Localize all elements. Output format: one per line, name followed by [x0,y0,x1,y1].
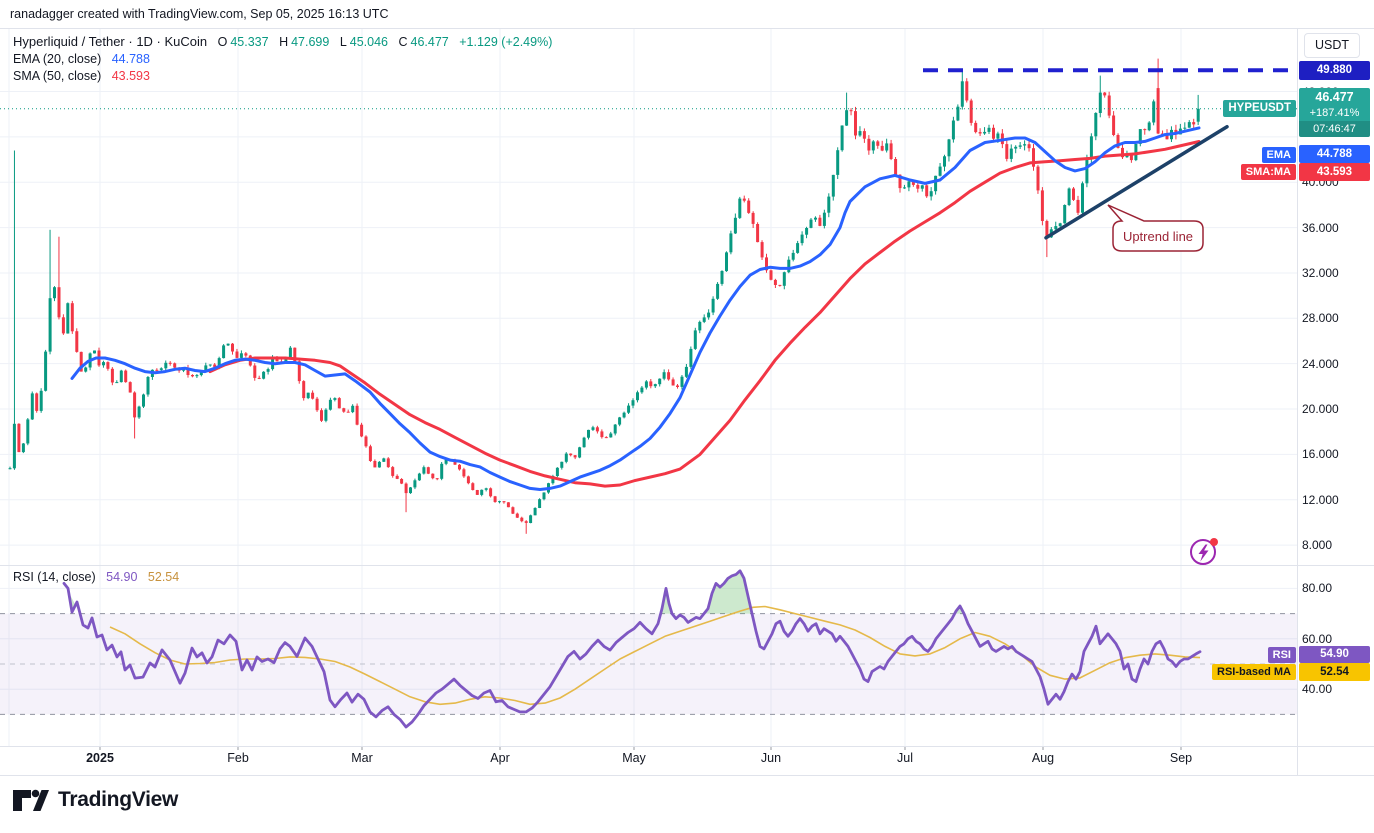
sma-tag: SMA:MA [1240,164,1296,180]
attribution-text: ranadagger created with TradingView.com,… [10,7,389,21]
rsi-value-chip: 54.90 [1299,646,1370,663]
change-percent-value: +187.41% [1309,107,1360,119]
callout-label: Uptrend line [1123,229,1193,244]
ema-price-chip: 44.788 [1299,145,1370,163]
resistance-price-chip: 49.880 [1299,61,1370,80]
change-value: +1.129 (+2.49%) [459,35,553,49]
ema-legend-row[interactable]: EMA (20, close) 44.788 [13,51,555,68]
sma-value: 43.593 [111,69,150,83]
ema-label[interactable]: EMA (20, close) [13,52,102,66]
close-label: C [398,35,408,49]
time-axis-bottom-border [0,775,1374,776]
ema-value: 44.788 [111,52,150,66]
rsi-legend: RSI (14, close) 54.90 52.54 [13,569,182,586]
symbol-title[interactable]: Hyperliquid / Tether · 1D · KuCoin [13,34,208,49]
main-legend: Hyperliquid / Tether · 1D · KuCoin O 45.3… [13,33,555,85]
price-axis-border [1297,28,1298,775]
sma-price-chip: 43.593 [1299,163,1370,181]
pane-top-border [0,28,1374,29]
rsi-ma-value-chip: 52.54 [1299,663,1370,681]
callout-bubble [1107,204,1204,252]
rsi-ma-value: 52.54 [147,570,180,584]
last-price-value: 46.477 [1315,90,1354,104]
open-value: 45.337 [230,35,269,49]
uptrend-callout[interactable]: Uptrend line [1107,204,1204,252]
rsi-label[interactable]: RSI (14, close) [13,570,96,584]
symbol-legend-row[interactable]: Hyperliquid / Tether · 1D · KuCoin O 45.3… [13,33,555,51]
low-label: L [339,35,347,49]
high-value: 47.699 [291,35,330,49]
notification-dot [1210,538,1218,546]
bar-countdown: 07:46:47 [1299,121,1370,137]
rsi-value: 54.90 [106,570,138,584]
tradingview-logo-icon [13,789,49,811]
currency-button[interactable]: USDT [1304,33,1360,58]
flash-icon-circle [1190,539,1216,565]
open-label: O [217,35,228,49]
flash-ideas-button[interactable] [1186,534,1222,570]
rsi-ma-tag: RSI-based MA [1212,664,1296,680]
high-label: H [279,35,289,49]
close-value: 46.477 [410,35,449,49]
sma-legend-row[interactable]: SMA (50, close) 43.593 [13,68,555,85]
tradingview-logo-text: TradingView [58,788,179,811]
symbol-tag: HYPEUSDT [1223,100,1296,117]
sma-label[interactable]: SMA (50, close) [13,69,102,83]
ema-tag: EMA [1261,147,1296,163]
last-price-axis-block: 46.477 +187.41% 07:46:47 [1299,88,1370,137]
rsi-tag: RSI [1267,647,1296,663]
rsi-legend-row[interactable]: RSI (14, close) 54.90 52.54 [13,569,182,586]
low-value: 45.046 [349,35,388,49]
time-axis-border [0,746,1374,747]
pane-separator[interactable] [0,565,1374,566]
lightning-icon [1198,544,1209,562]
tradingview-logo[interactable]: TradingView [12,786,178,814]
